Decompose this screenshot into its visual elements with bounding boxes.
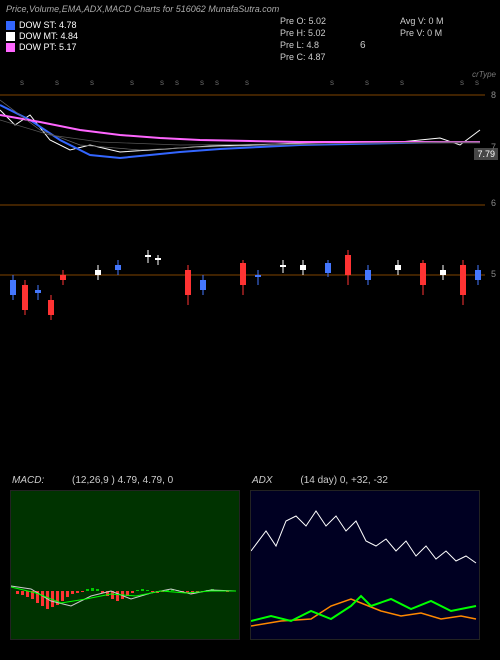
six-label: 6	[360, 40, 366, 51]
legend-st-label: DOW ST: 4.78	[19, 20, 77, 30]
macd-title: MACD: (12,26,9 ) 4.79, 4.79, 0	[12, 475, 173, 486]
pre-low: Pre L: 4.8	[280, 39, 326, 51]
y-tick-6: 6	[491, 198, 496, 208]
pre-high: Pre H: 5.02	[280, 27, 326, 39]
last-price-label: 7.79	[474, 148, 498, 160]
svg-text:s: s	[330, 78, 334, 87]
macd-chart	[10, 490, 240, 640]
legend-pt-label: DOW PT: 5.17	[19, 42, 77, 52]
pre-open: Pre O: 5.02	[280, 15, 326, 27]
svg-text:s: s	[475, 78, 479, 87]
svg-text:s: s	[55, 78, 59, 87]
svg-text:s: s	[175, 78, 179, 87]
pre-vol: Pre V: 0 M	[400, 27, 444, 39]
avg-block: Avg V: 0 M Pre V: 0 M	[400, 15, 444, 39]
swatch-st	[6, 21, 15, 30]
legend-dow-st: DOW ST: 4.78	[6, 20, 276, 30]
svg-text:s: s	[160, 78, 164, 87]
svg-text:s: s	[365, 78, 369, 87]
legend-dow-pt: DOW PT: 5.17	[6, 42, 276, 52]
adx-title: ADX (14 day) 0, +32, -32	[252, 475, 388, 486]
swatch-pt	[6, 43, 15, 52]
svg-text:s: s	[400, 78, 404, 87]
ohlc-block: Pre O: 5.02 Pre H: 5.02 Pre L: 4.8 Pre C…	[280, 15, 326, 63]
svg-text:s: s	[20, 78, 24, 87]
svg-text:s: s	[245, 78, 249, 87]
swatch-mt	[6, 32, 15, 41]
svg-text:s: s	[215, 78, 219, 87]
svg-text:s: s	[130, 78, 134, 87]
vol-y-tick: 5	[491, 269, 496, 279]
x-axis-ticks: ssssssssssssss	[0, 75, 500, 90]
avg-vol: Avg V: 0 M	[400, 15, 444, 27]
svg-text:s: s	[90, 78, 94, 87]
legend-mt-label: DOW MT: 4.84	[19, 31, 78, 41]
pre-close: Pre C: 4.87	[280, 51, 326, 63]
price-chart: 8 7 6 7.79	[0, 90, 500, 210]
adx-chart	[250, 490, 480, 640]
svg-text:s: s	[460, 78, 464, 87]
svg-text:s: s	[200, 78, 204, 87]
legend-dow-mt: DOW MT: 4.84	[6, 31, 276, 41]
volume-chart: 5	[0, 215, 500, 335]
y-tick-8: 8	[491, 90, 496, 100]
